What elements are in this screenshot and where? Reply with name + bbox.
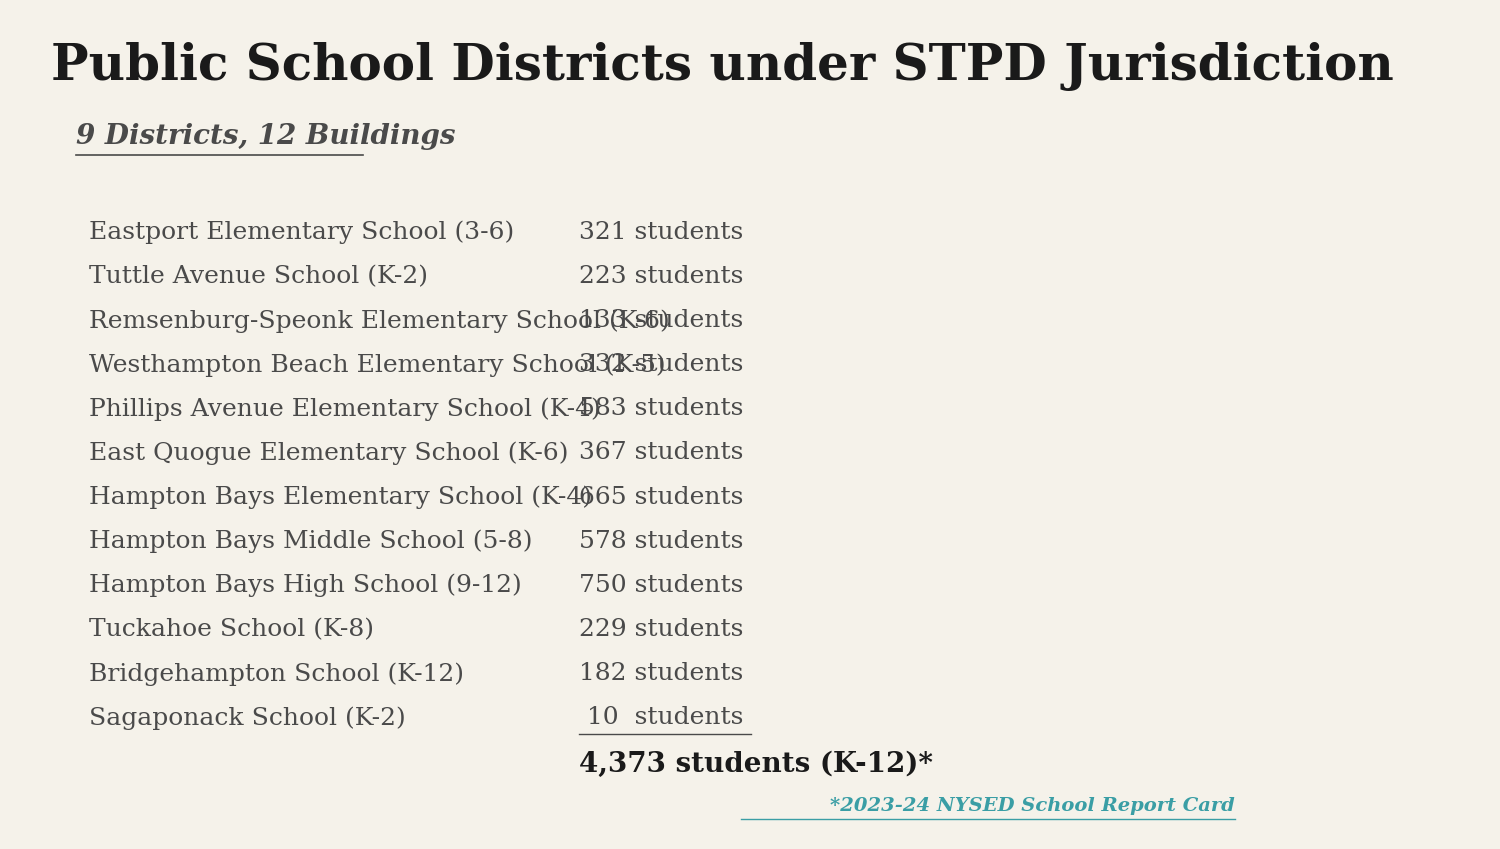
Text: 583 students: 583 students [579,397,744,420]
Text: Remsenburg-Speonk Elementary School (K-6): Remsenburg-Speonk Elementary School (K-6… [88,309,670,333]
Text: 9 Districts, 12 Buildings: 9 Districts, 12 Buildings [76,123,456,150]
Text: 223 students: 223 students [579,265,744,288]
Text: Public School Districts under STPD Jurisdiction: Public School Districts under STPD Juris… [51,42,1394,92]
Text: 10  students: 10 students [579,706,744,729]
Text: 332 students: 332 students [579,353,744,376]
Text: 367 students: 367 students [579,441,744,464]
Text: Hampton Bays High School (9-12): Hampton Bays High School (9-12) [88,574,522,598]
Text: Phillips Avenue Elementary School (K-4): Phillips Avenue Elementary School (K-4) [88,397,602,421]
Text: 750 students: 750 students [579,574,744,597]
Text: *2023-24 NYSED School Report Card: *2023-24 NYSED School Report Card [831,797,1234,815]
Text: Hampton Bays Elementary School (K-4): Hampton Bays Elementary School (K-4) [88,486,592,509]
Text: Eastport Elementary School (3-6): Eastport Elementary School (3-6) [88,221,514,245]
Text: Sagaponack School (K-2): Sagaponack School (K-2) [88,706,407,730]
Text: 578 students: 578 students [579,530,744,553]
Text: 182 students: 182 students [579,662,744,685]
Text: 4,373 students (K-12)*: 4,373 students (K-12)* [579,751,933,778]
Text: Tuckahoe School (K-8): Tuckahoe School (K-8) [88,618,374,641]
Text: 229 students: 229 students [579,618,744,641]
Text: 665 students: 665 students [579,486,744,509]
Text: Bridgehampton School (K-12): Bridgehampton School (K-12) [88,662,464,686]
Text: 133 students: 133 students [579,309,744,332]
Text: East Quogue Elementary School (K-6): East Quogue Elementary School (K-6) [88,441,568,465]
Text: Tuttle Avenue School (K-2): Tuttle Avenue School (K-2) [88,265,427,288]
Text: Westhampton Beach Elementary School (K-5): Westhampton Beach Elementary School (K-5… [88,353,666,377]
Text: 321 students: 321 students [579,221,744,244]
Text: Hampton Bays Middle School (5-8): Hampton Bays Middle School (5-8) [88,530,532,554]
